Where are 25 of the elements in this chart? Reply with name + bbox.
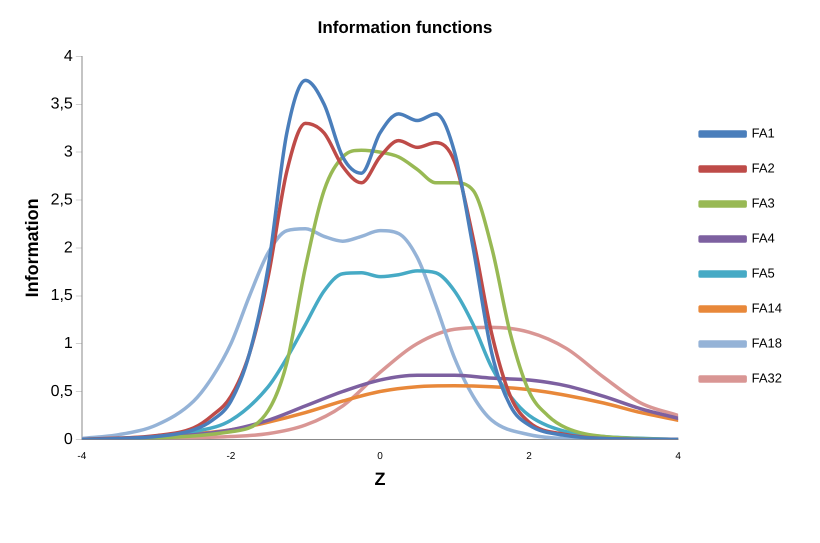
y-tick-label: 0,5 xyxy=(50,382,73,400)
legend-label: FA1 xyxy=(752,126,775,141)
y-tick-label: 2,5 xyxy=(50,191,73,208)
chart-title: Information functions xyxy=(318,18,492,37)
y-axis-title: Information xyxy=(22,198,42,298)
legend-label: FA2 xyxy=(752,160,775,176)
legend-label: FA3 xyxy=(752,196,775,211)
y-tick-label: 3,5 xyxy=(50,96,73,113)
y-tick-label: 1,5 xyxy=(50,287,73,304)
y-tick-label: 0 xyxy=(64,430,73,448)
legend-label: FA4 xyxy=(752,230,775,246)
legend-label: FA18 xyxy=(752,336,782,351)
y-tick-label: 1 xyxy=(64,335,73,352)
x-tick-label: -2 xyxy=(226,451,236,462)
legend-label: FA14 xyxy=(752,300,782,316)
y-tick-label: 2 xyxy=(64,239,73,256)
x-axis-title: Z xyxy=(374,469,386,490)
legend-label: FA32 xyxy=(752,370,782,386)
x-tick-label: 2 xyxy=(526,451,532,462)
x-tick-label: -4 xyxy=(77,451,87,462)
legend-label: FA5 xyxy=(752,266,775,281)
x-tick-label: 0 xyxy=(377,451,384,462)
x-tick-label: 4 xyxy=(675,451,682,462)
y-tick-label: 4 xyxy=(64,48,73,65)
y-tick-label: 3 xyxy=(64,144,73,161)
